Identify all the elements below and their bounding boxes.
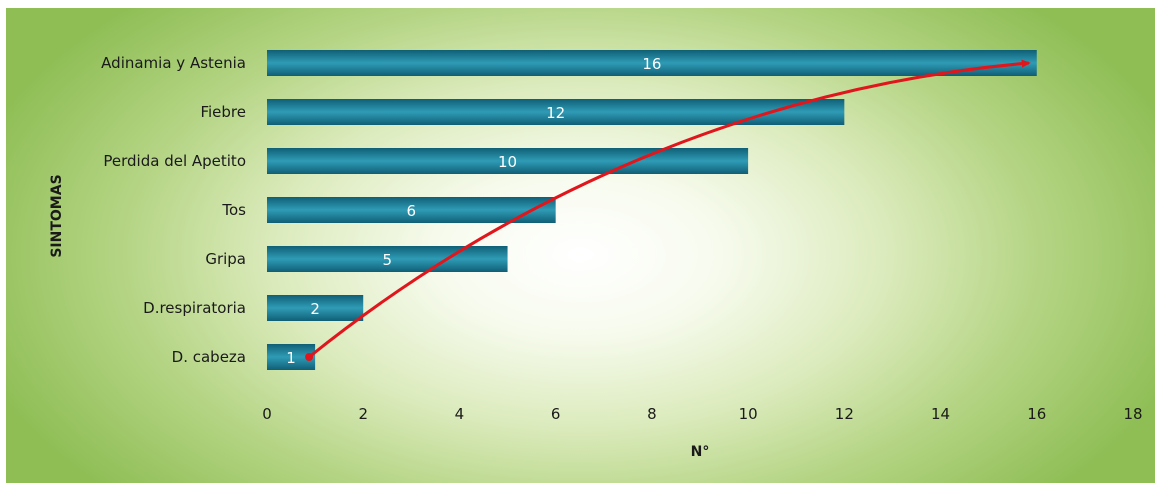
category-label: D. cabeza: [172, 348, 246, 366]
bars-layer: [267, 50, 1037, 370]
trend-arrow: [308, 59, 1031, 359]
x-tick-label: 0: [262, 405, 272, 423]
x-tick-label: 16: [1027, 405, 1046, 423]
bar-2: [267, 148, 749, 174]
bar-5: [267, 295, 364, 321]
bar-value-label: 10: [498, 153, 517, 171]
bar-value-label: 12: [546, 104, 565, 122]
chart-background: [6, 8, 1155, 483]
bar-value-label: 5: [383, 251, 393, 269]
bar-value-label: 1: [286, 349, 296, 367]
x-tick-label: 12: [835, 405, 854, 423]
category-label: Fiebre: [200, 103, 246, 121]
x-tick-label: 8: [647, 405, 657, 423]
bar-value-label: 16: [642, 55, 661, 73]
x-tick-label: 4: [455, 405, 465, 423]
x-tick-label: 2: [358, 405, 368, 423]
bar-4: [267, 246, 508, 272]
bar-0: [267, 50, 1037, 76]
x-tick-labels: 0 2 4 6 8 10 12 14 16 18: [262, 405, 1142, 423]
category-label: Perdida del Apetito: [103, 152, 246, 170]
bar-value-label: 2: [310, 300, 320, 318]
category-label: Gripa: [205, 250, 246, 268]
x-tick-label: 18: [1123, 405, 1142, 423]
x-tick-label: 10: [739, 405, 758, 423]
category-label: D.respiratoria: [143, 299, 246, 317]
x-tick-label: 6: [551, 405, 561, 423]
bar-3: [267, 197, 556, 223]
x-axis-title: N°: [691, 444, 710, 460]
x-tick-label: 14: [931, 405, 950, 423]
category-label: Tos: [221, 201, 246, 219]
bar-value-label: 6: [407, 202, 417, 220]
category-label: Adinamia y Astenia: [101, 54, 246, 72]
y-axis-title: SINTOMAS: [49, 174, 65, 257]
arrow-start-dot: [305, 353, 314, 361]
